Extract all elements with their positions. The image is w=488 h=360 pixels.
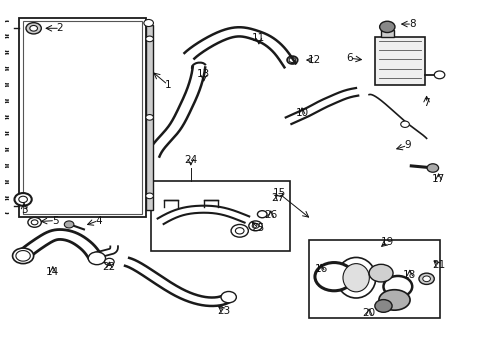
Text: 22: 22: [102, 262, 116, 273]
Text: 1: 1: [164, 80, 171, 90]
Circle shape: [248, 221, 262, 231]
Circle shape: [13, 248, 34, 264]
Circle shape: [28, 217, 41, 227]
Ellipse shape: [336, 257, 375, 298]
Bar: [151, 181, 289, 251]
Text: 5: 5: [52, 216, 59, 226]
Circle shape: [143, 19, 153, 27]
Text: 14: 14: [46, 267, 60, 277]
Text: 26: 26: [264, 210, 277, 220]
Text: 3: 3: [20, 205, 27, 215]
Text: 8: 8: [408, 19, 415, 29]
Text: 24: 24: [184, 154, 197, 165]
Circle shape: [422, 276, 429, 282]
Circle shape: [26, 23, 41, 34]
Circle shape: [19, 196, 27, 203]
Text: 20: 20: [362, 309, 375, 318]
Text: 21: 21: [431, 260, 444, 270]
Text: 9: 9: [403, 140, 410, 150]
Text: 6: 6: [346, 53, 352, 63]
Circle shape: [252, 224, 258, 228]
Bar: [19, 18, 146, 217]
Circle shape: [433, 71, 444, 79]
Text: 19: 19: [380, 237, 393, 247]
Text: 11: 11: [252, 33, 265, 43]
Text: 13: 13: [197, 69, 210, 79]
Bar: [23, 21, 142, 214]
Text: 18: 18: [403, 270, 416, 280]
Text: 4: 4: [95, 216, 102, 226]
Bar: [308, 240, 439, 318]
Text: 10: 10: [295, 108, 308, 118]
Circle shape: [400, 121, 408, 127]
Circle shape: [31, 220, 38, 225]
Circle shape: [145, 36, 153, 42]
Bar: [146, 25, 153, 210]
Text: 2: 2: [57, 23, 63, 33]
Circle shape: [145, 193, 153, 199]
Circle shape: [426, 164, 438, 172]
Circle shape: [221, 292, 236, 303]
Bar: [380, 30, 393, 37]
FancyBboxPatch shape: [374, 37, 424, 85]
Text: 16: 16: [314, 264, 327, 274]
Circle shape: [231, 224, 248, 237]
Text: 15: 15: [272, 188, 285, 198]
Text: 7: 7: [423, 98, 429, 108]
Text: 23: 23: [217, 306, 230, 316]
Text: 25: 25: [251, 222, 264, 233]
Circle shape: [145, 114, 153, 120]
Circle shape: [64, 221, 74, 228]
Text: 12: 12: [307, 55, 320, 65]
Circle shape: [30, 26, 38, 31]
Circle shape: [383, 276, 411, 297]
Circle shape: [88, 252, 105, 265]
Circle shape: [368, 264, 392, 282]
Text: 27: 27: [271, 193, 284, 203]
Circle shape: [314, 262, 352, 291]
Circle shape: [379, 21, 394, 32]
Circle shape: [104, 258, 114, 265]
Circle shape: [15, 193, 32, 206]
Ellipse shape: [342, 264, 368, 292]
Circle shape: [257, 211, 266, 218]
Circle shape: [235, 228, 244, 234]
Text: 17: 17: [431, 174, 444, 184]
Circle shape: [374, 300, 391, 312]
Ellipse shape: [378, 290, 409, 310]
Circle shape: [418, 273, 433, 284]
